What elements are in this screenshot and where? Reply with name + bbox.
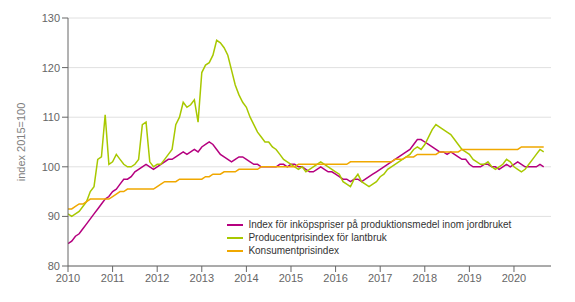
svg-text:120: 120 (42, 62, 60, 74)
svg-text:80: 80 (48, 260, 60, 272)
svg-text:2011: 2011 (101, 272, 125, 284)
svg-text:100: 100 (42, 161, 60, 173)
svg-text:2014: 2014 (234, 272, 258, 284)
svg-text:2018: 2018 (413, 272, 437, 284)
svg-text:2019: 2019 (457, 272, 481, 284)
svg-text:2012: 2012 (145, 272, 169, 284)
html-text:Producentprisindex för lantbru: Producentprisindex för lantbruk (248, 232, 387, 244)
svg-text:110: 110 (42, 111, 60, 123)
svg-text:2017: 2017 (368, 272, 392, 284)
svg-text:2010: 2010 (56, 272, 80, 284)
svg-text:2015: 2015 (279, 272, 303, 284)
svg-text:2013: 2013 (190, 272, 214, 284)
html-text:Index för inköpspriser på prod: Index för inköpspriser på produktionsmed… (248, 219, 512, 231)
svg-text:90: 90 (48, 210, 60, 222)
svg-text:2016: 2016 (323, 272, 347, 284)
svg-text:130: 130 (42, 12, 60, 24)
svg-text:index 2015=100: index 2015=100 (15, 103, 27, 182)
svg-text:2020: 2020 (502, 272, 526, 284)
html-text:Konsumentprisindex: Konsumentprisindex (248, 245, 339, 257)
